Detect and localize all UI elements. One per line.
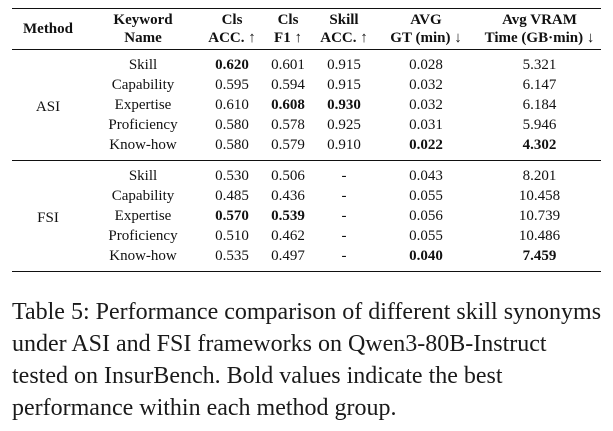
skill-acc-cell: 0.925 [327,116,361,133]
table-row: Capability 0.595 0.594 0.915 0.032 6.147 [12,75,601,95]
vram-cell: 10.486 [518,227,561,244]
avg-gt-cell: 0.032 [409,96,443,113]
table-row: Capability 0.485 0.436 - 0.055 10.458 [12,186,601,206]
avg-gt-cell: 0.056 [409,207,443,224]
cls-f1-cell: 0.436 [271,187,305,204]
avg-gt-cell: 0.032 [409,76,443,93]
avg-gt-cell: 0.055 [409,227,443,244]
cls-acc-cell: 0.610 [215,96,249,113]
cls-f1-cell: 0.462 [271,227,305,244]
table-row: Expertise 0.610 0.608 0.930 0.032 6.184 [12,95,601,115]
vram-cell: 8.201 [522,167,557,184]
column-header-line1: Cls [221,12,243,28]
skill-acc-cell: - [341,167,347,184]
column-header-line2: ACC. ↑ [320,30,368,46]
vram-cell: 6.184 [522,96,557,113]
column-header-line1: Method [23,21,73,37]
column-header: Cls ACC. ↑ [202,9,262,50]
column-header-line1: Keyword [113,12,173,28]
table-row: ASI Skill 0.620 0.601 0.915 0.028 5.321 [12,49,601,115]
column-header-line1: AVG [410,12,442,28]
cls-acc-cell: 0.620 [215,56,249,73]
skill-acc-cell: 0.915 [327,56,361,73]
results-table: Method Keyword Name Cls ACC. ↑ Cls F1 ↑ Skill AC… [12,8,601,272]
column-header: Avg VRAM Time (GB·min) ↓ [478,9,601,50]
column-header-line2: ACC. ↑ [208,30,256,46]
column-header-line2: Time (GB·min) ↓ [484,30,595,46]
vram-cell: 10.458 [518,187,561,204]
avg-gt-cell: 0.040 [409,247,443,264]
vram-cell: 5.946 [522,116,557,133]
keyword-name-cell: Capability [111,76,175,93]
column-header-line2: F1 ↑ [274,30,302,46]
cls-acc-cell: 0.535 [215,247,249,264]
table-row: FSI Skill 0.530 0.506 - 0.043 8.201 [12,160,601,226]
skill-acc-cell: - [341,187,347,204]
avg-gt-cell: 0.055 [409,187,443,204]
table-row: Expertise 0.570 0.539 - 0.056 10.739 [12,206,601,226]
table-row: Proficiency 0.510 0.462 - 0.055 10.486 [12,226,601,246]
skill-acc-cell: 0.930 [327,96,361,113]
column-header-line2: Name [124,30,162,46]
table-body: ASI Skill 0.620 0.601 0.915 0.028 5.321 Capabil… [12,49,601,272]
table-row: Know-how 0.535 0.497 - 0.040 7.459 [12,246,601,272]
cls-f1-cell: 0.601 [271,56,305,73]
table-header: Method Keyword Name Cls ACC. ↑ Cls F1 ↑ Skill AC… [12,8,601,50]
cls-f1-cell: 0.539 [271,207,305,224]
avg-gt-cell: 0.028 [409,56,443,73]
cls-acc-cell: 0.580 [215,116,249,133]
avg-gt-cell: 0.022 [409,136,443,153]
keyword-name-cell: Skill [128,56,158,73]
cls-acc-cell: 0.580 [215,136,249,153]
cls-f1-cell: 0.608 [271,96,305,113]
table-row: Proficiency 0.580 0.578 0.925 0.031 5.946 [12,115,601,135]
column-header: Cls F1 ↑ [262,9,314,50]
vram-cell: 7.459 [522,247,557,264]
cls-f1-cell: 0.497 [271,247,305,264]
avg-gt-cell: 0.043 [409,167,443,184]
skill-acc-cell: 0.910 [327,136,361,153]
cls-acc-cell: 0.570 [215,207,249,224]
skill-acc-cell: 0.915 [327,76,361,93]
table-row: Know-how 0.580 0.579 0.910 0.022 4.302 [12,135,601,161]
keyword-name-cell: Proficiency [108,227,178,244]
skill-acc-cell: - [341,247,347,264]
cls-acc-cell: 0.485 [215,187,249,204]
cls-f1-cell: 0.594 [271,76,305,93]
cls-f1-cell: 0.578 [271,116,305,133]
keyword-name-cell: Know-how [109,247,177,264]
vram-cell: 5.321 [522,56,557,73]
keyword-name-cell: Skill [128,167,158,184]
column-header: Skill ACC. ↑ [314,9,374,50]
column-header: Keyword Name [84,9,202,50]
cls-acc-cell: 0.530 [215,167,249,184]
cls-acc-cell: 0.510 [215,227,249,244]
column-header: Method [12,9,84,50]
keyword-name-cell: Proficiency [108,116,178,133]
column-header-line1: Skill [329,12,359,28]
table-caption: Table 5: Performance comparison of diffe… [12,299,602,421]
keyword-name-cell: Know-how [109,136,177,153]
column-header-line1: Cls [277,12,299,28]
keyword-name-cell: Expertise [114,96,172,113]
vram-cell: 10.739 [518,207,561,224]
column-header-line1: Avg VRAM [502,12,577,28]
header-row: Method Keyword Name Cls ACC. ↑ Cls F1 ↑ Skill AC… [12,8,601,50]
cls-f1-cell: 0.506 [271,167,305,184]
keyword-name-cell: Capability [111,187,175,204]
skill-acc-cell: - [341,227,347,244]
avg-gt-cell: 0.031 [409,116,443,133]
method-label: ASI [35,99,61,115]
skill-acc-cell: - [341,207,347,224]
cls-f1-cell: 0.579 [271,136,305,153]
results-table-container: Method Keyword Name Cls ACC. ↑ Cls F1 ↑ Skill AC… [12,8,601,272]
vram-cell: 6.147 [522,76,557,93]
cls-acc-cell: 0.595 [215,76,249,93]
column-header-line2: GT (min) ↓ [390,30,462,46]
method-label: FSI [37,210,59,226]
vram-cell: 4.302 [522,136,557,153]
keyword-name-cell: Expertise [114,207,172,224]
column-header: AVG GT (min) ↓ [374,9,478,50]
